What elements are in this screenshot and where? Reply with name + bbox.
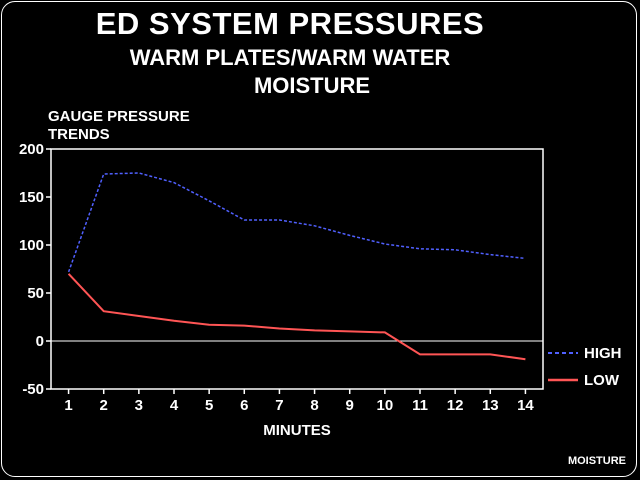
x-axis-label: MINUTES (263, 422, 331, 439)
x-tick-label: 10 (377, 397, 394, 414)
chart-title: ED SYSTEM PRESSURES (95, 6, 485, 41)
x-tick-label: 8 (310, 397, 318, 414)
x-tick-label: 6 (240, 397, 248, 414)
chart-subtitle-line1: WARM PLATES/WARM WATER (129, 45, 451, 70)
y-tick-label: -50 (22, 381, 44, 398)
x-tick-label: 14 (517, 397, 534, 414)
y-tick-label: 0 (36, 333, 44, 350)
x-tick-label: 13 (482, 397, 499, 414)
plot-area (50, 148, 544, 390)
y-axis-ticks: -50 0 50 100 150 200 (19, 141, 51, 398)
x-tick-label: 12 (447, 397, 464, 414)
chart-subtitle-line2: MOISTURE (253, 73, 371, 98)
y-tick-label: 100 (19, 237, 44, 254)
x-axis-ticks: 1 2 3 4 5 6 7 8 9 10 11 12 13 14 (64, 389, 534, 414)
series-line-high (67, 172, 526, 273)
x-tick-label: 5 (205, 397, 213, 414)
x-tick-label: 7 (275, 397, 283, 414)
y-axis-label-line2: TRENDS (48, 126, 110, 143)
x-tick-label: 2 (100, 397, 108, 414)
y-axis-label-line1: GAUGE PRESSURE (48, 108, 190, 125)
x-tick-label: 11 (412, 397, 428, 414)
y-tick-label: 200 (19, 141, 44, 158)
y-tick-label: 50 (27, 285, 44, 302)
y-axis-label: GAUGE PRESSURE TRENDS (48, 108, 190, 144)
footer-label: MOISTURE (567, 455, 626, 467)
x-tick-label: 3 (135, 397, 143, 414)
legend-label-high: HIGH (584, 345, 622, 362)
x-tick-label: 4 (170, 397, 179, 414)
x-tick-label: 1 (64, 397, 72, 414)
y-tick-label: 150 (19, 189, 44, 206)
legend: HIGH LOW (548, 345, 622, 389)
series-line-low (67, 273, 526, 361)
series-layer (67, 172, 526, 361)
legend-label-low: LOW (584, 372, 620, 389)
x-tick-label: 9 (346, 397, 354, 414)
